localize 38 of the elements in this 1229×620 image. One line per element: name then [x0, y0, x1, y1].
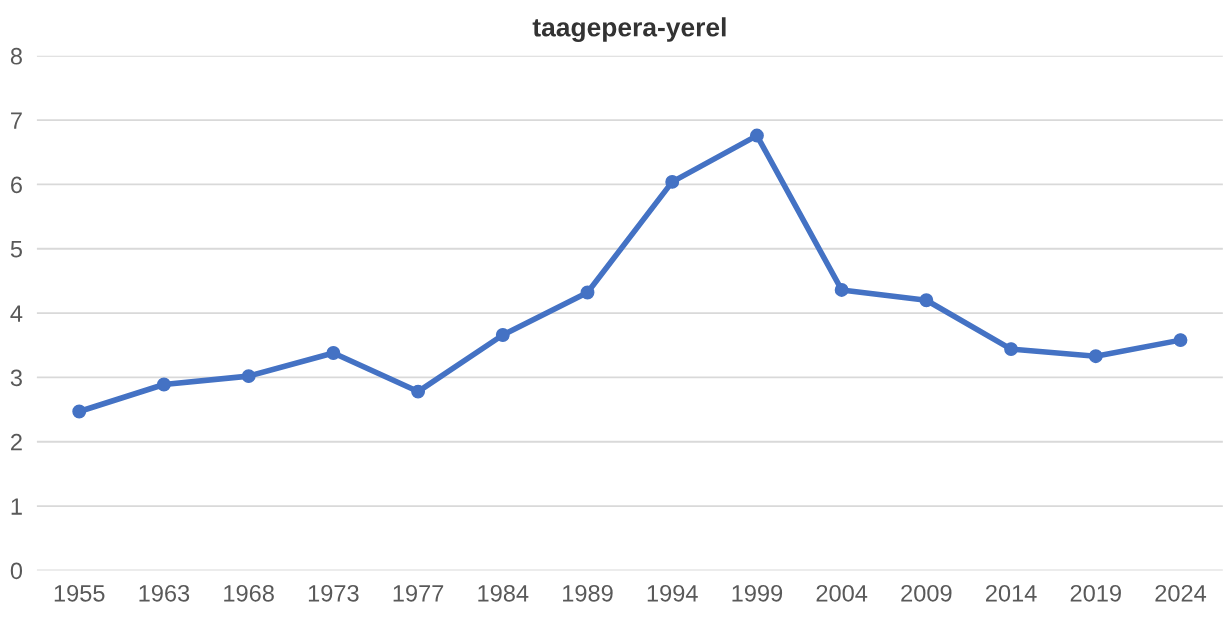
x-tick-label: 1984: [478, 584, 529, 602]
x-tick-label: 1977: [393, 584, 444, 602]
chart-title: taagepera-yerel: [532, 17, 726, 42]
point: [1004, 342, 1019, 357]
x-tick-label: 1973: [308, 584, 359, 602]
y-tick-label: 6: [11, 176, 22, 194]
point: [665, 174, 680, 189]
point: [326, 346, 341, 360]
point: [1173, 333, 1188, 348]
x-tick-label: 2019: [1070, 584, 1121, 602]
y-tick-label: 5: [10, 241, 22, 258]
point: [834, 282, 849, 297]
y-tick-label: 0: [10, 562, 23, 580]
point: [411, 384, 426, 399]
x-tick-label: 2014: [986, 584, 1037, 602]
x-tick-label: 1963: [139, 584, 190, 602]
x-tick-label: 1955: [54, 584, 105, 602]
x-tick-label: 2004: [816, 584, 868, 602]
point: [919, 293, 934, 308]
y-tick-label: 1: [11, 498, 22, 515]
point: [1088, 349, 1103, 364]
x-tick-label: 1989: [563, 584, 613, 602]
y-tick-label: 7: [11, 112, 22, 129]
x-tick-label: 2024: [1155, 584, 1207, 602]
y-tick-label: 2: [11, 433, 22, 451]
y-tick-label: 3: [10, 369, 22, 387]
x-tick-label: 1968: [224, 584, 274, 602]
point: [241, 369, 256, 384]
point: [495, 328, 510, 342]
point: [72, 404, 87, 419]
point: [749, 128, 764, 143]
y-tick-label: 4: [10, 305, 23, 322]
x-tick-label: 2009: [901, 584, 952, 602]
y-tick-label: 8: [10, 47, 22, 65]
point: [156, 377, 171, 392]
x-tick-label: 1999: [732, 584, 783, 602]
point: [580, 285, 595, 300]
x-tick-label: 1994: [647, 584, 698, 602]
